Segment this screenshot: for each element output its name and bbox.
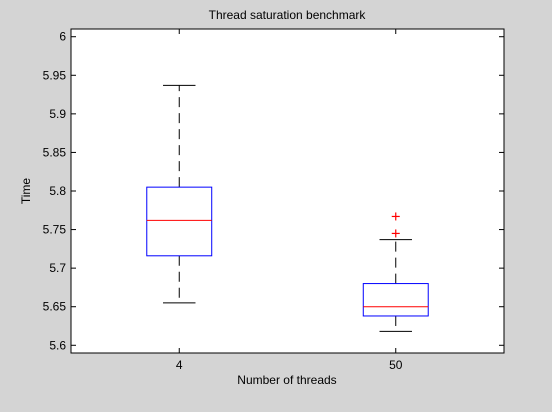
x-axis: 4 50 <box>176 29 403 372</box>
x-tick-label: 4 <box>176 358 183 372</box>
y-tick-label: 5.6 <box>49 338 66 352</box>
y-tick-label: 5.9 <box>49 107 66 121</box>
box-50 <box>362 212 429 332</box>
x-tick-label: 50 <box>389 358 403 372</box>
y-tick-label: 5.85 <box>43 145 67 159</box>
y-axis-label: Time <box>19 178 33 205</box>
y-tick-label: 5.7 <box>49 261 66 275</box>
box-series <box>146 84 429 332</box>
plot-area <box>70 28 505 354</box>
outlier-point <box>391 229 400 238</box>
box-iqr <box>362 283 429 317</box>
y-tick-label: 5.8 <box>49 184 66 198</box>
y-tick-label: 5.95 <box>43 68 67 82</box>
y-tick-label: 6 <box>59 30 66 44</box>
x-axis-label: Number of threads <box>237 373 336 387</box>
y-tick-label: 5.75 <box>43 223 67 237</box>
chart-title: Thread saturation benchmark <box>209 8 367 22</box>
y-axis: 5.6 5.65 5.7 5.75 5.8 5.85 5.9 5.95 6 <box>43 30 504 352</box>
outlier-point <box>391 212 400 221</box>
box-4 <box>146 84 213 304</box>
box-iqr <box>146 186 213 257</box>
y-tick-label: 5.65 <box>43 300 67 314</box>
